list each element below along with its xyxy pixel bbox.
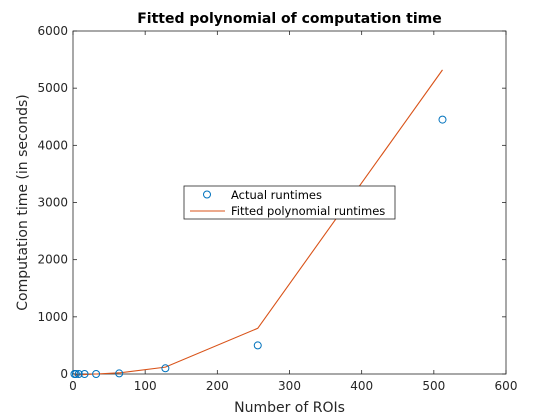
y-axis-title: Computation time (in seconds)	[15, 94, 31, 311]
series-layer	[70, 69, 447, 378]
legend: Actual runtimes Fitted polynomial runtim…	[183, 185, 396, 220]
x-axis-title: Number of ROIs	[234, 400, 345, 416]
x-tick-label: 300	[278, 379, 301, 393]
actual-runtime-point	[71, 370, 80, 378]
y-axis-ticks: 0 1000 2000 3000 4000 5000 6000	[37, 24, 506, 381]
actual-runtime-point	[115, 369, 124, 378]
x-tick-label: 0	[69, 379, 77, 393]
y-tick-label: 0	[60, 367, 68, 381]
y-tick-label: 3000	[37, 196, 68, 210]
x-tick-label: 200	[206, 379, 229, 393]
y-tick-label: 2000	[37, 253, 68, 267]
legend-marker-actual-runtimes	[203, 190, 211, 199]
actual-runtime-point	[253, 341, 262, 350]
x-axis-ticks: 0 100 200 300 400 500 600	[69, 31, 517, 393]
actual-runtime-point	[161, 364, 170, 373]
y-tick-label: 4000	[37, 138, 68, 152]
chart-title: Fitted polynomial of computation time	[137, 11, 442, 27]
fitted-polynomial-line	[74, 69, 443, 376]
actual-runtime-point	[438, 115, 447, 124]
x-tick-label: 500	[422, 379, 445, 393]
legend-label-actual-runtimes: Actual runtimes	[231, 188, 322, 202]
x-tick-label: 400	[350, 379, 373, 393]
y-tick-label: 5000	[37, 81, 68, 95]
y-tick-label: 6000	[37, 24, 68, 38]
legend-label-fitted-runtimes: Fitted polynomial runtimes	[231, 204, 385, 218]
actual-runtime-point	[80, 370, 89, 378]
x-tick-label: 600	[495, 379, 518, 393]
y-tick-label: 1000	[37, 310, 68, 324]
actual-runtime-point	[92, 370, 101, 378]
actual-runtime-point	[74, 370, 83, 378]
legend-box	[183, 185, 396, 220]
x-tick-label: 100	[134, 379, 157, 393]
